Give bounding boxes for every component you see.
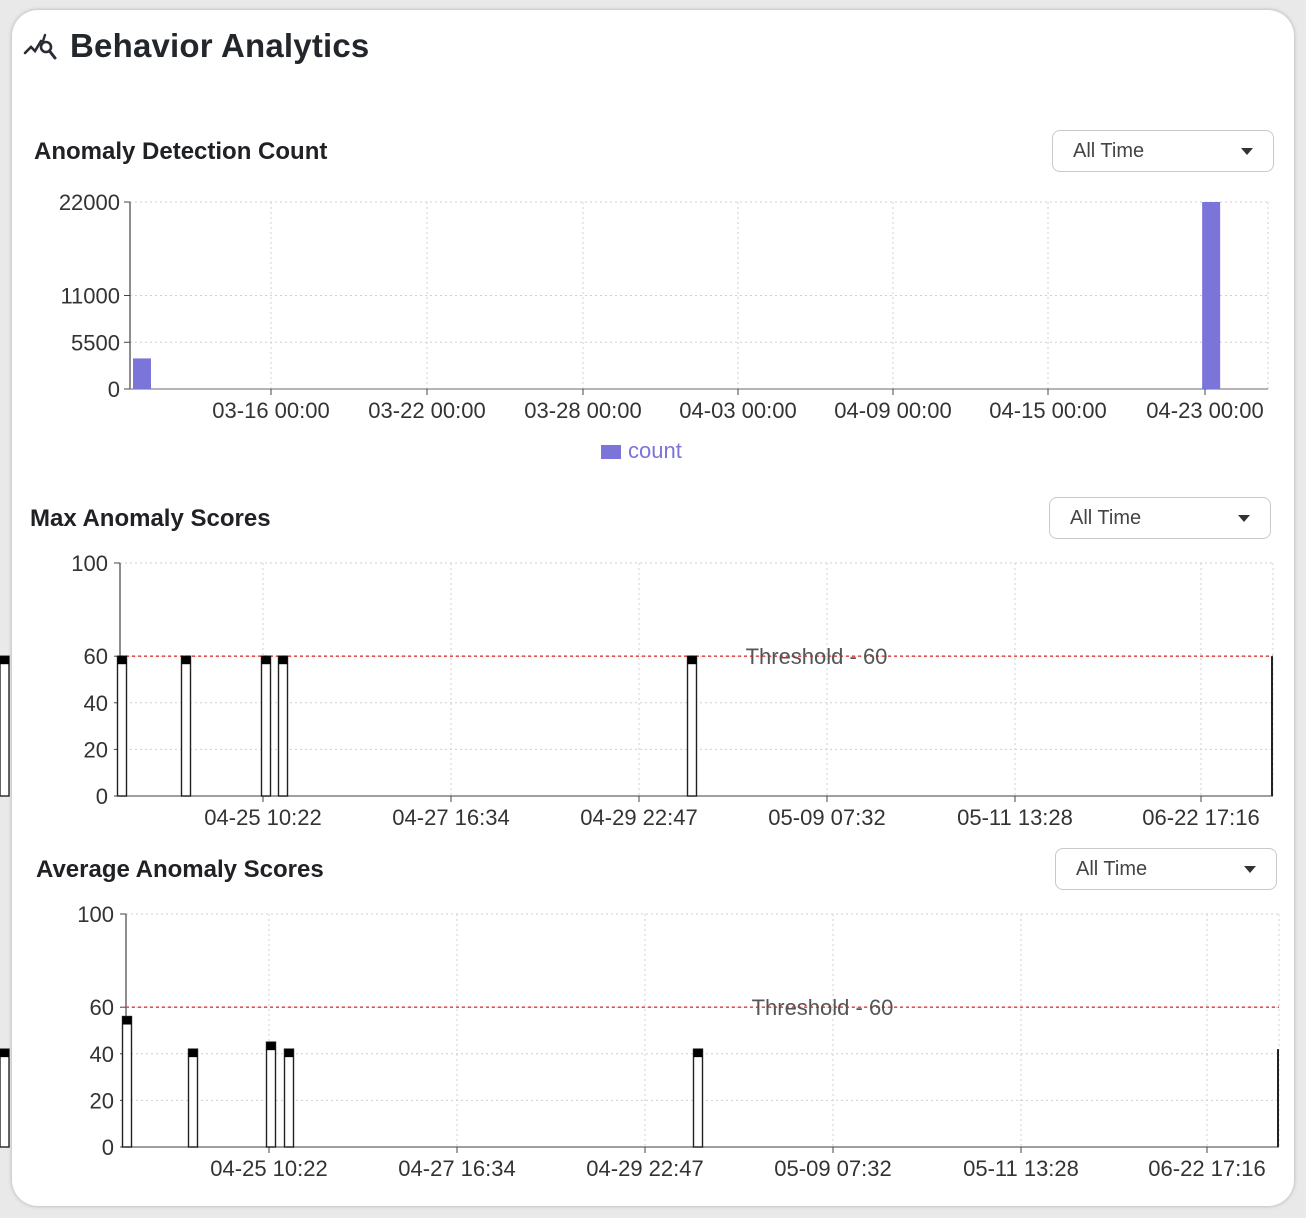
avg-score-bar [121,1015,133,1148]
avg-score-marker [693,1049,703,1058]
y-tick-label: 5500 [71,330,120,355]
x-tick-label: 04-09 00:00 [834,398,951,423]
y-tick-label: 22000 [59,190,120,215]
avg-score-bar [692,1048,704,1148]
time-filter-value: All Time [1070,506,1142,529]
max-score-bar [180,655,192,797]
y-tick-label: 40 [90,1042,114,1067]
x-tick-label: 03-16 00:00 [212,398,329,423]
max-score-bar [686,655,698,797]
page-title: Behavior Analytics [70,27,370,64]
y-tick-label: 20 [84,737,108,762]
x-tick-label: 04-27 16:34 [398,1156,515,1181]
max-score-marker [181,656,191,665]
avg-score-bar [265,1041,277,1148]
y-tick-label: 60 [84,644,108,669]
avg-score-marker [284,1049,294,1058]
x-tick-label: 06-22 17:16 [1142,805,1259,830]
avg-score-marker [122,1016,132,1025]
avg-score-marker [0,1049,9,1058]
x-tick-label: 05-09 07:32 [774,1156,891,1181]
x-tick-label: 05-09 07:32 [768,805,885,830]
avg-score-bar [0,1048,10,1148]
y-tick-label: 100 [77,902,114,927]
time-filter-value: All Time [1076,857,1148,880]
x-tick-label: 05-11 13:28 [957,805,1073,830]
x-tick-label: 04-27 16:34 [392,805,509,830]
y-tick-label: 40 [84,691,108,716]
page-header: Behavior Analytics [22,26,370,66]
y-tick-label: 11000 [60,284,120,309]
threshold-label: Threshold - 60 [752,995,894,1020]
count-bar [1202,202,1221,389]
x-tick-label: 04-03 00:00 [679,398,796,423]
legend-label: count [628,438,682,463]
chevron-down-icon [1238,515,1250,522]
max-score-bar [260,655,272,797]
max-scores-time-filter[interactable]: All Time [1049,497,1271,539]
time-filter-value: All Time [1073,139,1145,162]
count-bar [133,358,151,389]
max-score-bar [277,655,289,797]
y-tick-label: 0 [102,1135,114,1160]
avg-score-bar [187,1048,199,1148]
x-tick-label: 03-28 00:00 [524,398,641,423]
max-score-marker [687,656,697,665]
y-tick-label: 60 [90,995,114,1020]
avg-score-bar [283,1048,295,1148]
threshold-label: Threshold - 60 [746,644,888,669]
x-tick-label: 04-15 00:00 [989,398,1106,423]
x-tick-label: 04-29 22:47 [586,1156,703,1181]
x-tick-label: 05-11 13:28 [963,1156,1079,1181]
avg-score-marker [188,1049,198,1058]
x-tick-label: 04-25 10:22 [204,805,321,830]
x-tick-label: 04-23 00:00 [1146,398,1263,423]
avg-score-marker [266,1042,276,1051]
avg-scores-title: Average Anomaly Scores [36,856,324,883]
y-tick-label: 100 [71,551,108,576]
y-tick-label: 20 [90,1088,114,1113]
max-score-marker [117,656,127,665]
max-score-bar [0,655,10,797]
max-score-marker [261,656,271,665]
max-score-bar [116,655,128,797]
x-tick-label: 06-22 17:16 [1148,1156,1265,1181]
max-score-marker [278,656,288,665]
anomaly-count-title: Anomaly Detection Count [34,138,328,165]
analytics-icon [23,33,57,60]
max-scores-title: Max Anomaly Scores [30,505,271,532]
avg-scores-time-filter[interactable]: All Time [1055,848,1277,890]
x-tick-label: 04-29 22:47 [580,805,697,830]
max-score-marker [0,656,9,665]
x-tick-label: 03-22 00:00 [368,398,485,423]
chevron-down-icon [1241,148,1253,155]
y-tick-label: 0 [96,784,108,809]
x-tick-label: 04-25 10:22 [210,1156,327,1181]
anomaly-count-time-filter[interactable]: All Time [1052,130,1274,172]
y-tick-label: 0 [108,377,120,402]
legend-swatch [601,445,621,459]
chevron-down-icon [1244,866,1256,873]
